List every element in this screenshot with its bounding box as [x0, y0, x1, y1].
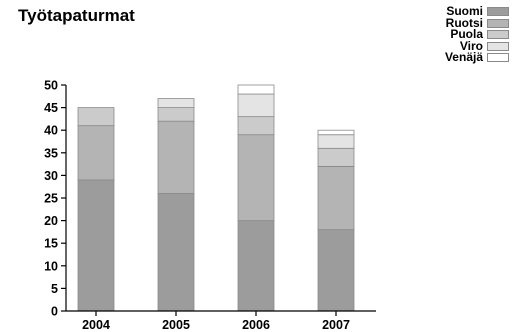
- legend-swatch: [487, 41, 509, 51]
- y-tick-label-25: 25: [44, 192, 58, 206]
- legend-item-ruotsi: Ruotsi: [445, 15, 509, 30]
- bar-segment-suomi-2004: [77, 179, 115, 312]
- legend-item-suomi: Suomi: [445, 4, 509, 19]
- bar-segment-suomi-2007: [317, 229, 355, 312]
- bar-segment-viro-2007: [317, 134, 355, 149]
- x-tick-label-2004: 2004: [82, 318, 110, 332]
- bar-segment-viro-2006: [237, 93, 275, 118]
- legend-swatch: [487, 7, 509, 17]
- x-tick-label-2006: 2006: [242, 318, 270, 332]
- bar-segment-ruotsi-2006: [237, 134, 275, 221]
- legend-label: Suomi: [446, 4, 483, 19]
- y-tick-label-30: 30: [44, 169, 58, 183]
- legend-label: Ruotsi: [445, 15, 483, 30]
- y-tick-label-15: 15: [44, 237, 58, 251]
- legend-swatch: [487, 18, 509, 28]
- legend-label: Viro: [459, 38, 483, 53]
- bar-segment-venäjä-2007: [317, 129, 355, 136]
- bar-segment-suomi-2006: [237, 220, 275, 312]
- bar-segment-puola-2006: [237, 116, 275, 136]
- legend-label: Venäjä: [444, 50, 483, 65]
- bar-segment-puola-2005: [157, 107, 195, 122]
- y-tick-label-5: 5: [51, 282, 58, 296]
- legend-item-viro: Viro: [445, 38, 509, 53]
- bar-segment-ruotsi-2005: [157, 120, 195, 194]
- chart-title: Työtapaturmat: [18, 6, 135, 25]
- bar-segment-puola-2004: [77, 107, 115, 127]
- bar-segment-ruotsi-2004: [77, 125, 115, 181]
- x-tick-label-2005: 2005: [162, 318, 190, 332]
- y-tick-label-40: 40: [44, 124, 58, 138]
- legend-label: Puola: [450, 27, 483, 42]
- legend-swatch: [487, 30, 509, 40]
- bar-segment-venäjä-2006: [237, 84, 275, 95]
- bar-segment-puola-2007: [317, 147, 355, 167]
- bar-segment-ruotsi-2007: [317, 165, 355, 231]
- x-tick-label-2007: 2007: [322, 318, 350, 332]
- y-tick-label-20: 20: [44, 214, 58, 228]
- legend-item-puola: Puola: [445, 27, 509, 42]
- bar-segment-suomi-2005: [157, 193, 195, 312]
- chart-legend: Suomi Ruotsi Puola Viro Venäjä: [444, 4, 509, 65]
- y-tick-label-0: 0: [51, 305, 58, 319]
- y-tick-label-45: 45: [44, 101, 58, 115]
- y-tick-label-50: 50: [44, 79, 58, 93]
- legend-item-venäjä: Venäjä: [444, 50, 509, 65]
- legend-swatch: [487, 53, 509, 63]
- y-tick-label-35: 35: [44, 146, 58, 160]
- y-tick-label-10: 10: [44, 259, 58, 273]
- bar-segment-viro-2005: [157, 98, 195, 108]
